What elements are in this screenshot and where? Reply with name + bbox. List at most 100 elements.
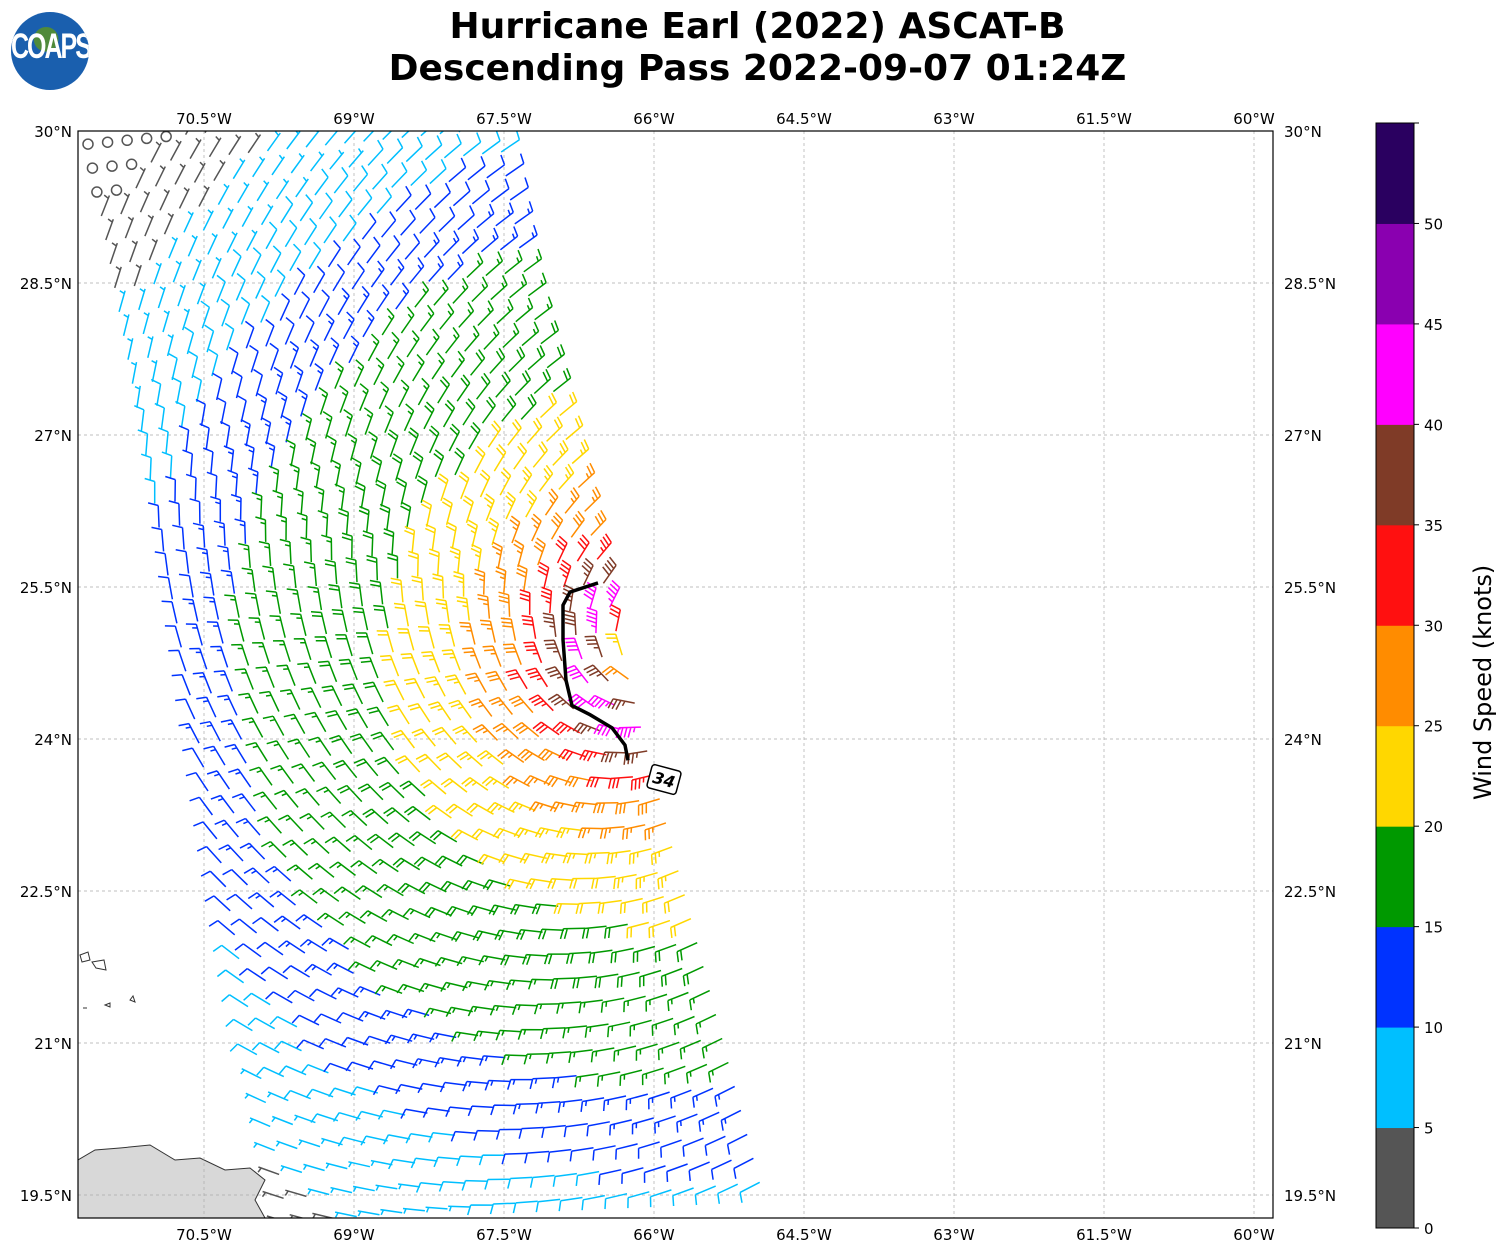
wind-barb bbox=[555, 535, 568, 564]
wind-barb bbox=[274, 1040, 302, 1052]
colorbar-frame bbox=[1375, 122, 1415, 1229]
wind-barb bbox=[373, 357, 385, 386]
wind-barb bbox=[347, 433, 358, 461]
wind-barb bbox=[433, 279, 449, 306]
wind-barb bbox=[334, 1211, 357, 1218]
wind-barb bbox=[514, 201, 534, 225]
wind-barb bbox=[178, 187, 190, 209]
wind-barb bbox=[558, 748, 586, 761]
wind-barb bbox=[625, 1093, 648, 1111]
wind-barb bbox=[352, 165, 369, 192]
wind-barb bbox=[391, 729, 415, 749]
wind-barb bbox=[142, 312, 150, 335]
wind-barb bbox=[533, 1003, 560, 1015]
wind-barb bbox=[629, 1019, 652, 1037]
wind-barb bbox=[222, 868, 249, 886]
wind-barb bbox=[189, 647, 208, 670]
lon-tick-label-bottom: 61.5°W bbox=[1076, 1226, 1132, 1244]
wind-barb bbox=[480, 227, 499, 253]
wind-barb bbox=[238, 967, 267, 982]
wind-barb bbox=[609, 604, 622, 632]
wind-barb bbox=[387, 331, 400, 360]
wind-barb bbox=[423, 231, 440, 258]
wind-barb bbox=[402, 1207, 425, 1214]
wind-barb bbox=[507, 418, 522, 446]
wind-barb bbox=[234, 668, 254, 690]
wind-barb bbox=[147, 336, 154, 358]
wind-barb bbox=[627, 1191, 650, 1209]
wind-barb bbox=[423, 1007, 452, 1018]
wind-barb bbox=[529, 1174, 555, 1188]
colorbar-segment bbox=[1376, 323, 1414, 425]
wind-barb bbox=[403, 403, 415, 432]
wind-barb bbox=[647, 1091, 670, 1110]
wind-barb bbox=[134, 385, 141, 408]
wind-barb bbox=[552, 721, 581, 734]
wind-barb bbox=[508, 695, 534, 714]
wind-barb bbox=[670, 1089, 692, 1109]
wind-barb bbox=[521, 615, 537, 639]
wind-barb bbox=[282, 106, 296, 125]
wind-barb bbox=[462, 495, 474, 524]
wind-barb bbox=[596, 533, 612, 560]
wind-barb bbox=[296, 1039, 325, 1050]
wind-barb bbox=[302, 1163, 325, 1172]
wind-barb bbox=[592, 1145, 616, 1161]
wind-barb bbox=[238, 542, 251, 568]
wind-barb bbox=[381, 908, 409, 921]
wind-barb bbox=[564, 775, 592, 788]
wind-barb bbox=[525, 667, 549, 688]
wind-barb bbox=[704, 1135, 726, 1156]
wind-barb bbox=[565, 951, 592, 964]
wind-barb bbox=[232, 370, 243, 399]
wind-barb bbox=[362, 681, 384, 703]
wind-barb bbox=[484, 980, 511, 991]
wind-barb bbox=[342, 214, 357, 242]
wind-barb bbox=[482, 645, 502, 667]
wind-barb bbox=[599, 825, 625, 839]
wind-barb bbox=[362, 530, 374, 557]
wind-barb bbox=[649, 1189, 672, 1208]
wind-barb bbox=[354, 885, 383, 899]
wind-barb bbox=[739, 1181, 761, 1203]
wind-barb bbox=[154, 165, 166, 187]
wind-barb bbox=[533, 368, 552, 395]
wind-barb bbox=[224, 594, 240, 618]
wind-barb bbox=[278, 1065, 307, 1076]
wind-barb bbox=[293, 364, 304, 393]
wind-barb bbox=[586, 1121, 610, 1137]
wind-barb bbox=[208, 348, 219, 377]
wind-barb bbox=[412, 451, 424, 479]
wind-barb bbox=[224, 743, 247, 764]
wind-barb bbox=[363, 407, 374, 435]
wind-barb bbox=[269, 615, 286, 638]
wind-barb bbox=[290, 613, 307, 636]
wind-barb bbox=[220, 569, 236, 594]
wind-barb bbox=[579, 749, 607, 762]
wind-barb bbox=[505, 153, 525, 177]
wind-barb bbox=[442, 230, 460, 257]
wind-barb bbox=[310, 611, 328, 635]
wind-barb bbox=[352, 606, 369, 631]
wind-barb bbox=[178, 425, 190, 452]
calm-circle bbox=[110, 184, 123, 196]
wind-barb bbox=[256, 941, 284, 956]
wind-barb bbox=[400, 501, 412, 529]
wind-barb bbox=[551, 1075, 577, 1089]
plot-area: 34 bbox=[78, 106, 1273, 1218]
wind-barb bbox=[495, 566, 507, 593]
wind-barb bbox=[496, 298, 514, 325]
wind-barb bbox=[539, 1027, 566, 1040]
wind-barb bbox=[663, 1065, 686, 1085]
wind-barb bbox=[168, 649, 187, 672]
wind-barb bbox=[546, 344, 566, 369]
wind-barb bbox=[714, 1085, 736, 1107]
wind-barb bbox=[165, 475, 177, 502]
wind-barb bbox=[318, 660, 338, 683]
wind-barb bbox=[174, 163, 186, 185]
wind-barb bbox=[433, 1156, 460, 1168]
wind-barb bbox=[240, 296, 251, 325]
wind-barb bbox=[372, 163, 388, 190]
wind-barb bbox=[607, 776, 633, 789]
wind-barb bbox=[484, 1178, 510, 1190]
